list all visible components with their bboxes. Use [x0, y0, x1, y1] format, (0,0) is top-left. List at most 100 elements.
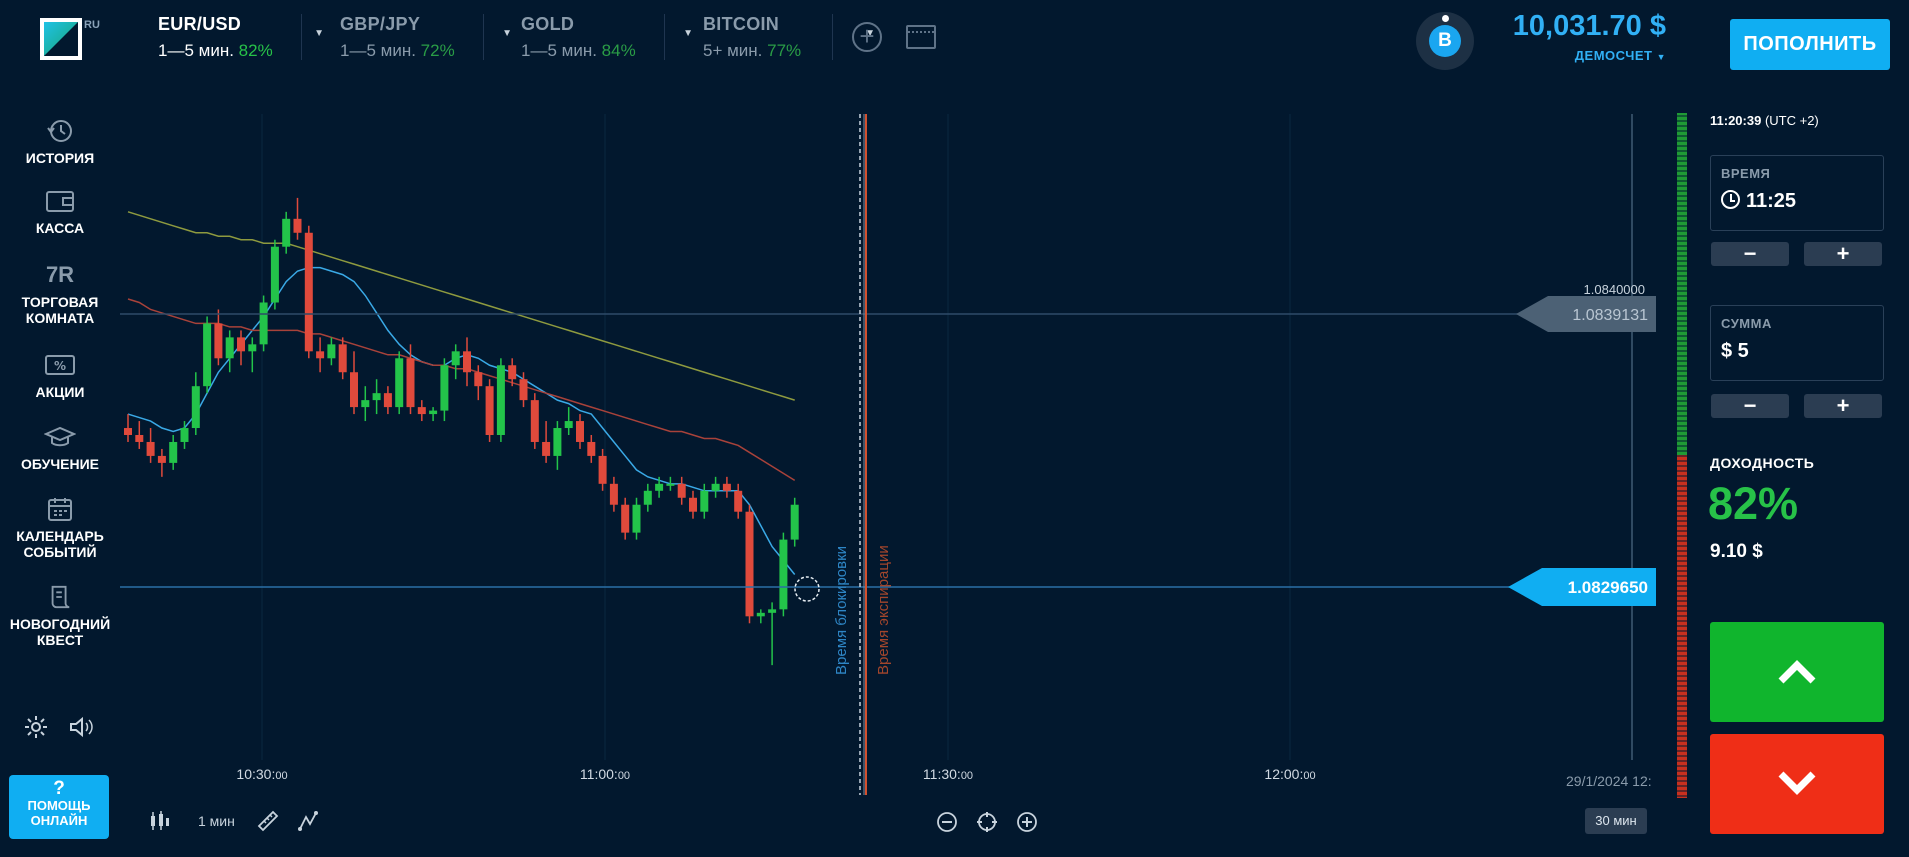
- sidebar-item-calendar[interactable]: КАЛЕНДАРЬ СОБЫТИЙ: [0, 496, 120, 560]
- time-field[interactable]: ВРЕМЯ 11:25: [1710, 155, 1884, 231]
- divider: [301, 14, 302, 60]
- layout-icon[interactable]: [906, 25, 936, 49]
- timeframe-selector[interactable]: 1 мин: [198, 813, 235, 829]
- balance-value: 10,031.70 $: [1512, 10, 1666, 42]
- zoom-in-icon[interactable]: [1016, 811, 1038, 833]
- time-label: ВРЕМЯ: [1721, 166, 1771, 181]
- logo[interactable]: [40, 18, 82, 60]
- add-asset-icon[interactable]: +: [852, 22, 882, 52]
- sidebar-item-history[interactable]: ИСТОРИЯ: [0, 118, 120, 166]
- candle: [756, 612, 765, 617]
- red-ma-line: [127, 298, 796, 481]
- candle: [191, 386, 200, 429]
- avatar[interactable]: B: [1416, 12, 1474, 70]
- level-price-value: 1.0839131: [1572, 307, 1648, 324]
- settings-gear-icon[interactable]: [24, 715, 48, 739]
- candle: [451, 351, 460, 366]
- candle: [350, 372, 358, 408]
- sidebar-item-promo[interactable]: % АКЦИИ: [0, 352, 120, 400]
- live-price-marker: [794, 576, 820, 602]
- candle: [157, 455, 166, 463]
- candle: [666, 483, 675, 486]
- candles-group: [124, 197, 799, 666]
- candle: [124, 428, 132, 435]
- asset-expiry: 5+ мин.: [703, 41, 763, 60]
- sidebar-item-cashier[interactable]: КАССА: [0, 188, 120, 236]
- sidebar-item-label: НОВОГОДНИЙ: [9, 616, 111, 632]
- help-online-button[interactable]: ? ПОМОЩЬ ОНЛАЙН: [9, 775, 109, 839]
- candle: [169, 441, 178, 463]
- candle: [643, 490, 652, 505]
- asset-payout: 82%: [238, 41, 273, 60]
- sidebar-item-education[interactable]: ОБУЧЕНИЕ: [0, 424, 120, 472]
- sidebar-item-trading-room[interactable]: 7R ТОРГОВАЯ КОМНАТА: [0, 262, 120, 326]
- candle: [734, 490, 743, 512]
- account-type: ДЕМОСЧЕТ: [1574, 48, 1653, 63]
- asset-tab-gbpjpy[interactable]: GBP/JPY 1—5 мин. 72% ▼: [340, 14, 512, 66]
- candle: [768, 609, 777, 613]
- amount-field[interactable]: СУММА $ 5: [1710, 305, 1884, 381]
- candle: [542, 441, 551, 456]
- sidebar-item-label: ТОРГОВАЯ: [21, 294, 99, 310]
- divider: [832, 14, 833, 60]
- amount-value[interactable]: $ 5: [1721, 340, 1749, 362]
- candle: [270, 246, 279, 303]
- candle: [214, 323, 223, 359]
- time-axis-label: 10:30:00: [236, 766, 287, 782]
- chevron-down-icon[interactable]: ▼: [683, 28, 693, 39]
- candle: [327, 344, 336, 359]
- topup-button[interactable]: ПОПОЛНИТЬ: [1730, 19, 1890, 70]
- candle: [180, 428, 189, 442]
- candle: [576, 421, 584, 442]
- fit-chart-icon[interactable]: [976, 811, 998, 833]
- asset-tab-bitcoin[interactable]: BITCOIN 5+ мин. 77% ▼: [703, 14, 875, 66]
- zoom-out-icon[interactable]: [936, 811, 958, 833]
- asset-tab-eurusd[interactable]: EUR/USD 1—5 мин. 82% ▼: [158, 14, 328, 66]
- sidebar-item-label: КОМНАТА: [25, 310, 95, 326]
- zoom-30min-button[interactable]: 30 мин: [1585, 808, 1647, 834]
- lock-time-label: Время блокировки: [833, 546, 850, 675]
- candle: [745, 511, 754, 617]
- put-down-button[interactable]: [1710, 734, 1884, 834]
- candle: [406, 358, 415, 408]
- amount-minus-button[interactable]: −: [1711, 394, 1789, 418]
- current-price-tag: [1508, 568, 1656, 606]
- account-selector[interactable]: ДЕМОСЧЕТ ▼: [1480, 48, 1666, 63]
- education-icon: [44, 426, 76, 447]
- asset-expiry: 1—5 мин.: [340, 41, 416, 60]
- amount-plus-button[interactable]: +: [1804, 394, 1882, 418]
- time-axis-label: 11:30:00: [923, 766, 973, 782]
- candle: [361, 400, 370, 408]
- svg-text:%: %: [54, 359, 66, 373]
- level-price-label: 1.0840000: [1584, 282, 1645, 297]
- trading-room-icon: 7R: [45, 262, 75, 287]
- ruler-icon[interactable]: [256, 809, 280, 833]
- candle: [225, 337, 234, 359]
- yield-percent: 82%: [1708, 478, 1799, 529]
- sentiment-bar: [1677, 113, 1687, 798]
- candle: [282, 218, 291, 247]
- candle: [463, 351, 471, 373]
- sidebar-item-label: ИСТОРИЯ: [25, 150, 95, 166]
- candle: [395, 358, 404, 408]
- sidebar-item-label: АКЦИИ: [35, 384, 85, 400]
- call-up-button[interactable]: [1710, 622, 1884, 722]
- sound-icon[interactable]: [68, 715, 94, 739]
- sidebar-item-label: КАЛЕНДАРЬ: [16, 528, 104, 544]
- expiry-time-label: Время экспирации: [875, 545, 892, 675]
- time-axis-label: 12:00:00: [1264, 766, 1315, 782]
- candle: [790, 504, 799, 540]
- candle: [508, 365, 517, 380]
- asset-expiry: 1—5 мин.: [158, 41, 234, 60]
- drawing-tools-icon[interactable]: [296, 809, 320, 833]
- asset-tab-gold[interactable]: GOLD 1—5 мин. 84% ▼: [521, 14, 693, 66]
- candles-type-icon[interactable]: [148, 809, 172, 833]
- sidebar-item-quest[interactable]: НОВОГОДНИЙ КВЕСТ: [0, 584, 120, 648]
- chevron-down-icon[interactable]: ▼: [502, 28, 512, 39]
- chevron-down-icon[interactable]: ▼: [314, 28, 324, 39]
- time-plus-button[interactable]: +: [1804, 242, 1882, 266]
- chevron-down-icon: ▼: [1656, 52, 1666, 62]
- price-chart[interactable]: Время блокировки Время экспирации 1.0840…: [0, 0, 1700, 857]
- amount-label: СУММА: [1721, 316, 1772, 331]
- time-minus-button[interactable]: −: [1711, 242, 1789, 266]
